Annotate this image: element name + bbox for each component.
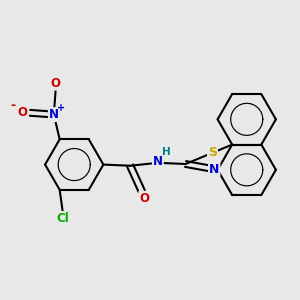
Text: O: O: [51, 76, 61, 90]
Text: +: +: [57, 103, 65, 113]
Text: S: S: [208, 146, 217, 159]
Text: N: N: [49, 108, 59, 121]
Text: Cl: Cl: [56, 212, 69, 225]
Text: N: N: [209, 163, 219, 176]
Text: O: O: [139, 192, 149, 205]
Text: O: O: [17, 106, 27, 119]
Text: N: N: [153, 155, 163, 168]
Text: -: -: [10, 99, 15, 112]
Text: H: H: [162, 147, 171, 157]
